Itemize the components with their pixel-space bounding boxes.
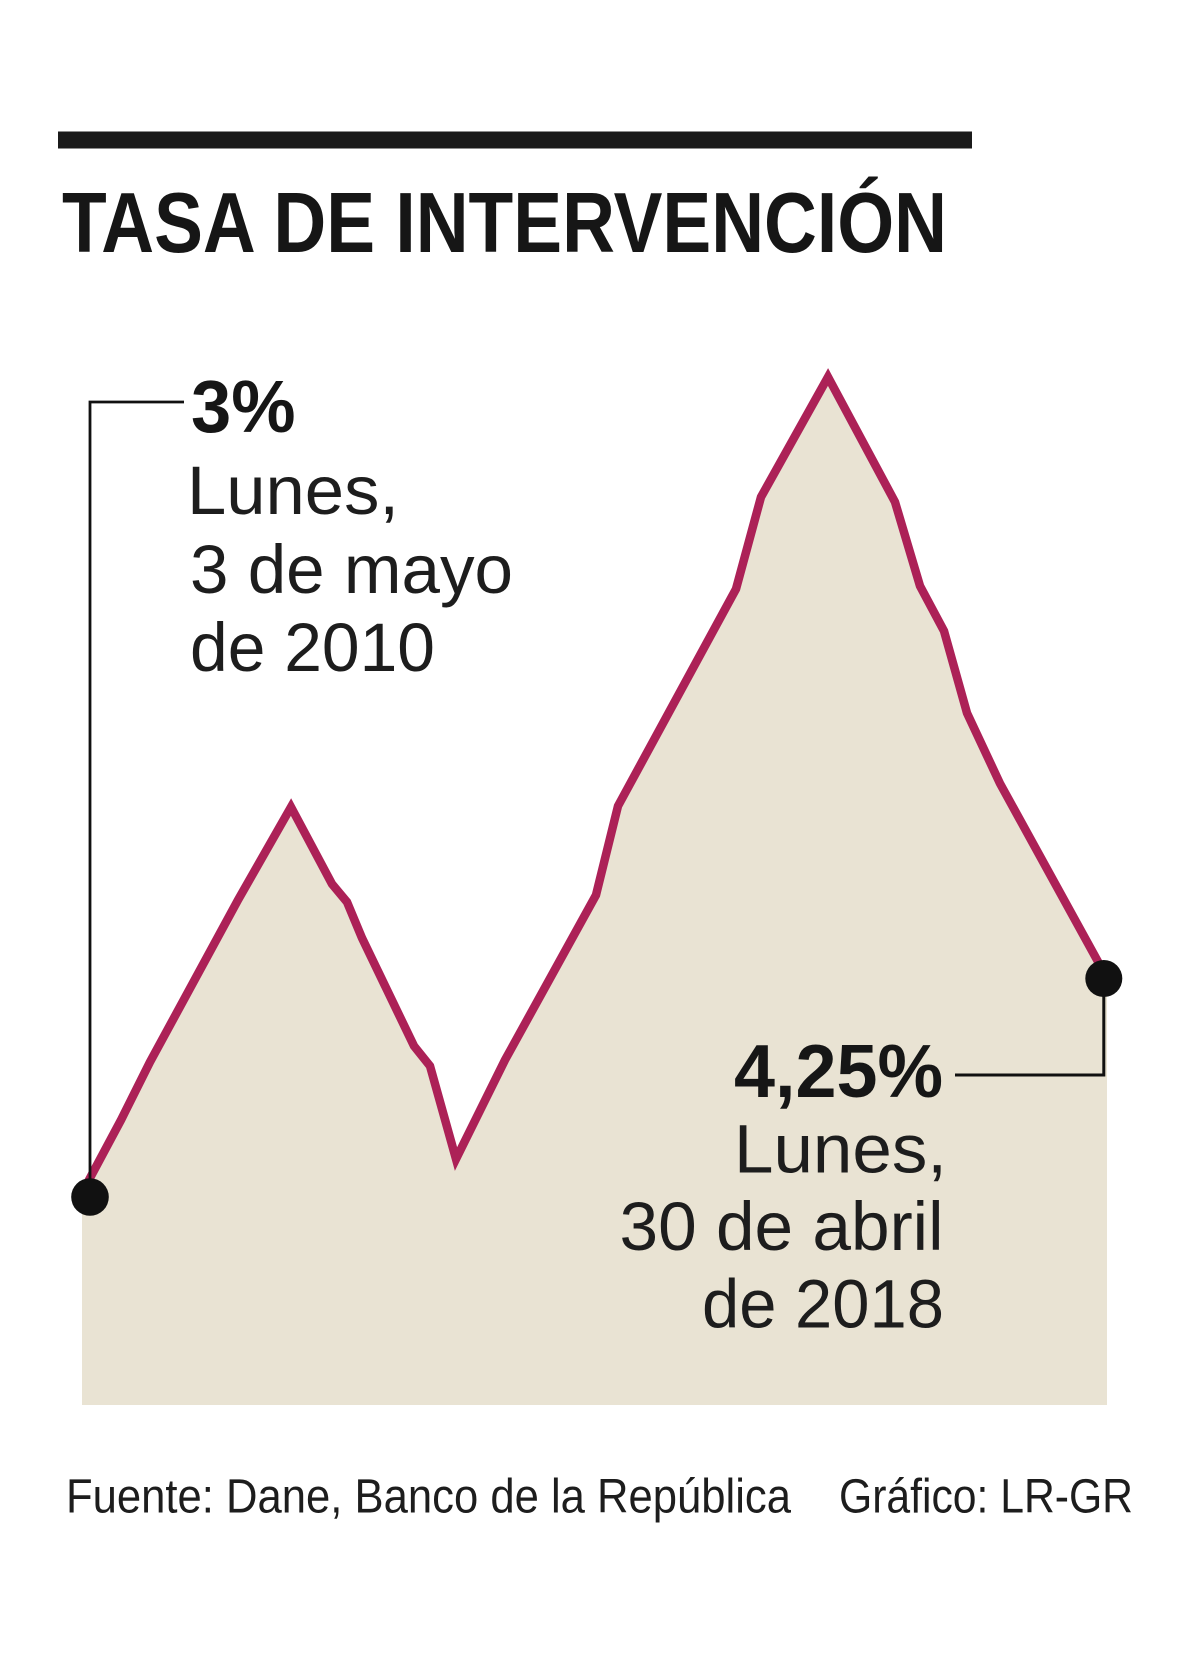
svg-text:Lunes,: Lunes, — [734, 1111, 947, 1188]
svg-text:4,25%: 4,25% — [734, 1029, 943, 1113]
svg-text:de 2010: de 2010 — [190, 609, 435, 686]
svg-text:Lunes,: Lunes, — [187, 452, 399, 529]
svg-text:Gráfico: LR-GR: Gráfico: LR-GR — [839, 1471, 1133, 1524]
svg-text:3%: 3% — [191, 365, 296, 448]
svg-text:TASA DE INTERVENCIÓN: TASA DE INTERVENCIÓN — [62, 176, 947, 271]
svg-text:3 de mayo: 3 de mayo — [190, 531, 513, 608]
svg-text:Fuente: Dane, Banco de la Repú: Fuente: Dane, Banco de la República — [66, 1471, 791, 1524]
svg-text:30 de abril: 30 de abril — [620, 1188, 944, 1265]
svg-text:de 2018: de 2018 — [702, 1266, 944, 1343]
